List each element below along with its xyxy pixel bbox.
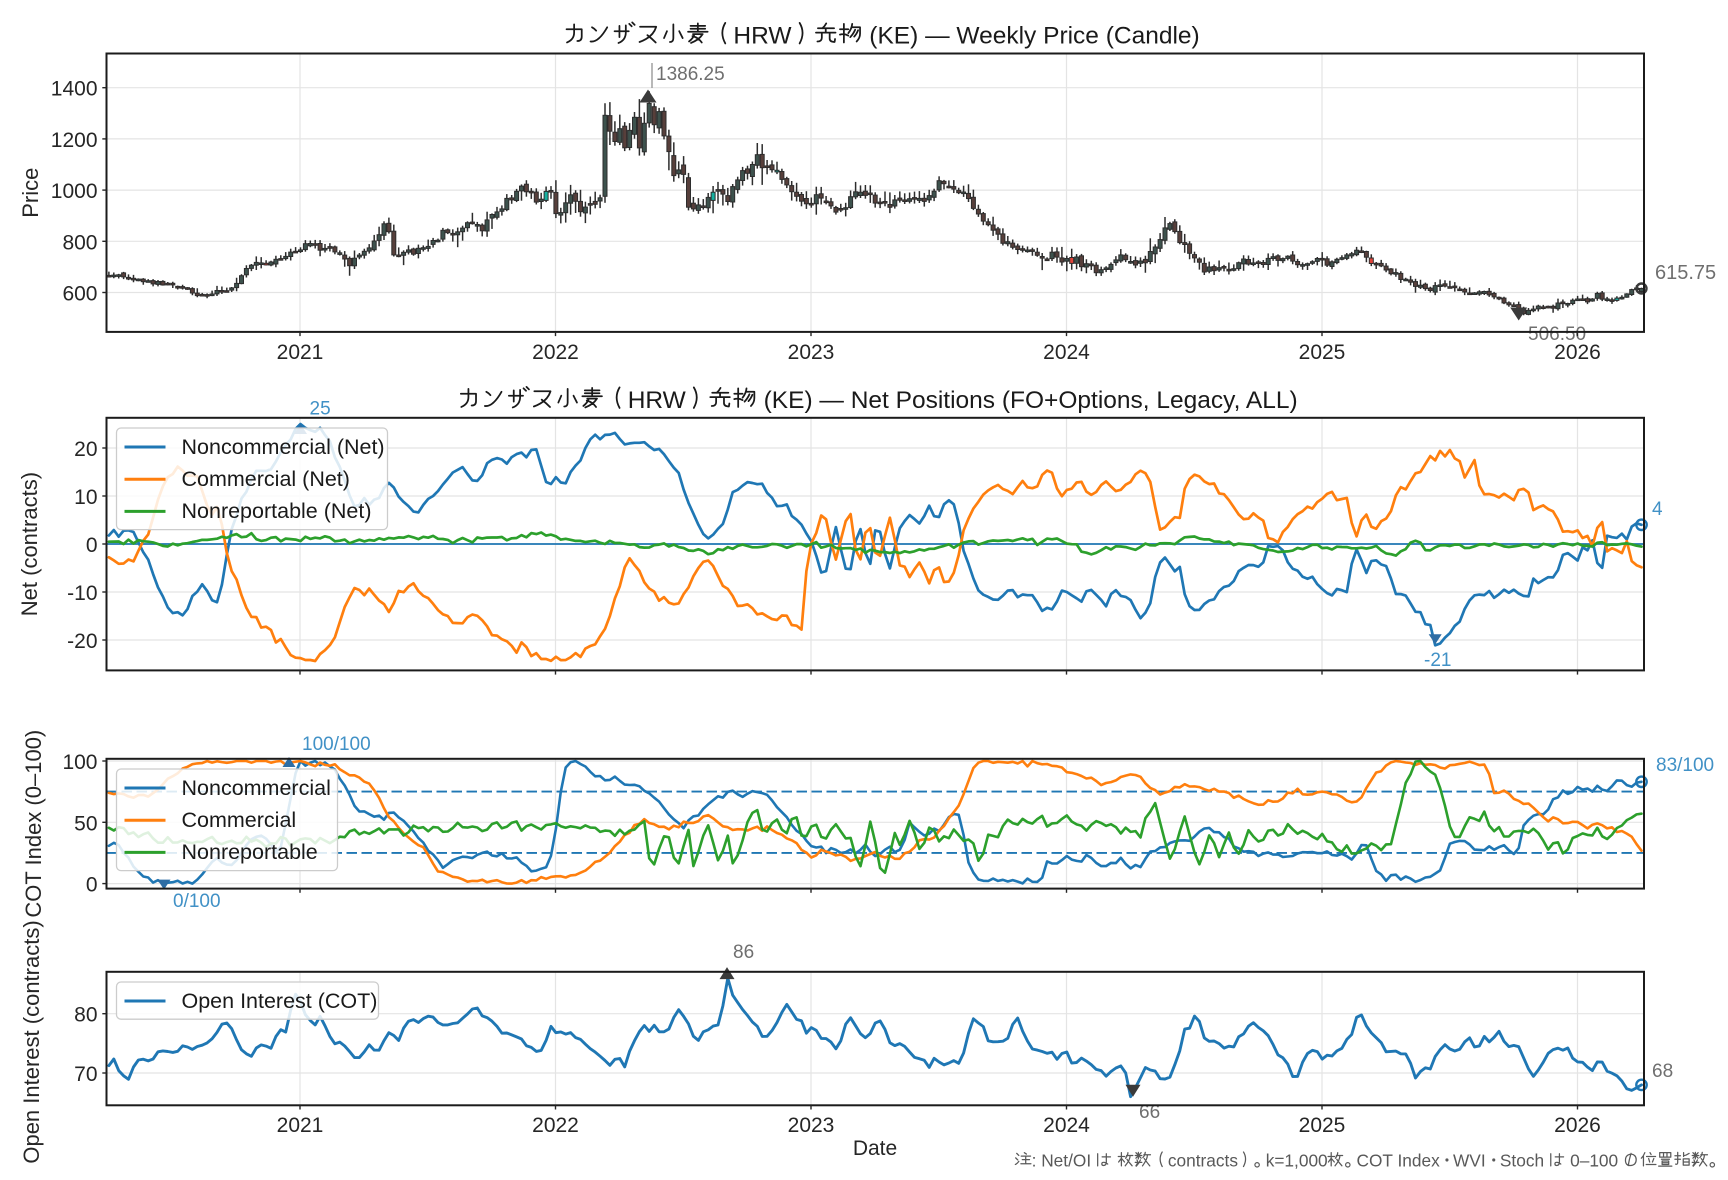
svg-text:: Net/OI: : Net/OI [1032,1151,1096,1171]
svg-text:600: 600 [62,283,97,306]
svg-text:1200: 1200 [51,129,98,152]
svg-text:Noncommercial (Net): Noncommercial (Net) [182,435,385,459]
svg-text:Commercial (Net): Commercial (Net) [182,467,350,491]
svg-text:2024: 2024 [1043,1114,1090,1137]
svg-text:-20: -20 [67,630,97,653]
svg-text:2023: 2023 [788,341,835,364]
svg-text:25: 25 [310,399,331,420]
svg-text:2022: 2022 [532,341,579,364]
svg-text:2026: 2026 [1554,341,1601,364]
svg-text:66: 66 [1139,1102,1160,1123]
svg-text:1000: 1000 [51,180,98,203]
svg-text:2025: 2025 [1299,1114,1346,1137]
svg-text:20: 20 [74,438,97,461]
svg-text:2023: 2023 [788,1114,835,1137]
svg-text:86: 86 [733,942,754,963]
svg-text:10: 10 [74,486,97,509]
svg-text:Price: Price [18,168,43,218]
svg-text:(KE) — Weekly Price (Candle): (KE) — Weekly Price (Candle) [863,23,1200,50]
svg-text:83/100: 83/100 [1656,755,1714,776]
svg-text:(KE) — Net Positions (FO+Optio: (KE) — Net Positions (FO+Options, Legacy… [757,387,1298,414]
svg-text:-10: -10 [67,582,97,605]
svg-text:80: 80 [74,1004,97,1027]
svg-text:2026: 2026 [1554,1114,1601,1137]
svg-text:0: 0 [86,534,98,557]
svg-text:Open Interest (contracts): Open Interest (contracts) [19,920,44,1163]
svg-text:2025: 2025 [1299,341,1346,364]
svg-text:contracts: contracts [1168,1151,1238,1171]
svg-text:COT Index: COT Index [1357,1151,1441,1171]
svg-text:Net (contracts): Net (contracts) [17,472,42,616]
svg-text:Noncommercial: Noncommercial [182,776,331,800]
svg-text:HRW: HRW [733,23,792,50]
svg-text:k=1,000: k=1,000 [1266,1151,1328,1171]
svg-text:2021: 2021 [277,341,324,364]
svg-text:2022: 2022 [532,1114,579,1137]
svg-text:1386.25: 1386.25 [656,64,725,85]
svg-text:Stoch: Stoch [1500,1151,1549,1171]
svg-text:100: 100 [62,751,97,774]
svg-text:HRW: HRW [628,387,687,414]
svg-text:68: 68 [1652,1061,1673,1082]
svg-text:50: 50 [74,812,97,835]
svg-text:Nonreportable (Net): Nonreportable (Net) [182,499,372,523]
svg-text:0–100: 0–100 [1565,1151,1623,1171]
svg-text:2021: 2021 [277,1114,324,1137]
svg-text:COT Index (0–100): COT Index (0–100) [21,730,46,918]
svg-text:Nonreportable: Nonreportable [182,840,318,864]
svg-text:0: 0 [86,874,98,897]
svg-text:70: 70 [74,1063,97,1086]
svg-text:4: 4 [1652,499,1663,520]
svg-text:WVI: WVI [1453,1151,1486,1171]
svg-text:-21: -21 [1424,650,1451,671]
svg-text:Date: Date [853,1137,897,1160]
svg-text:615.75: 615.75 [1655,262,1716,284]
svg-text:2024: 2024 [1043,341,1090,364]
svg-text:100/100: 100/100 [302,734,371,755]
svg-text:Commercial: Commercial [182,808,297,832]
svg-text:800: 800 [62,231,97,254]
svg-text:0/100: 0/100 [173,891,221,912]
svg-text:506.50: 506.50 [1528,324,1586,345]
svg-text:Open Interest (COT): Open Interest (COT) [182,989,378,1013]
svg-text:1400: 1400 [51,78,98,101]
